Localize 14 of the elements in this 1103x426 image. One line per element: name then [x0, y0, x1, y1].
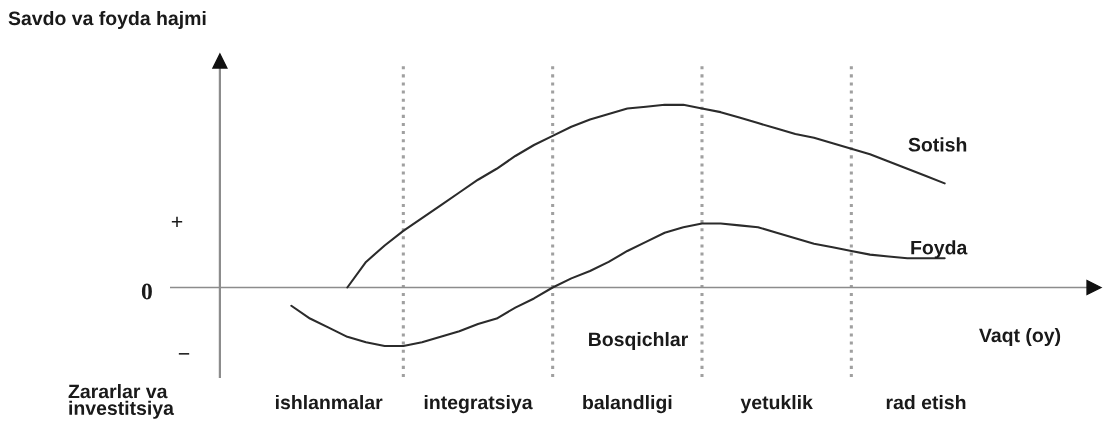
x-tick-label: balandligi — [583, 395, 672, 414]
text: Zararlar va investitsiya — [68, 384, 175, 419]
annotation: Bosqichlar — [589, 331, 688, 351]
x-tick-label: rad etish — [886, 395, 966, 410]
y-axis-title: Savdo va foyda hajmi — [8, 10, 206, 30]
x-tick-label: yetuklik — [740, 395, 813, 414]
ref-line-label: 0 — [141, 283, 152, 300]
x-tick-label: integratsiya — [424, 395, 533, 414]
series-label: Foyda — [911, 240, 968, 259]
x-tick-label: ishlanmalar — [275, 395, 383, 410]
text: − — [178, 353, 190, 355]
series-label: Sotish — [908, 137, 967, 152]
text: + — [171, 216, 183, 228]
x-axis-title: Vaqt (oy) — [979, 327, 1061, 347]
